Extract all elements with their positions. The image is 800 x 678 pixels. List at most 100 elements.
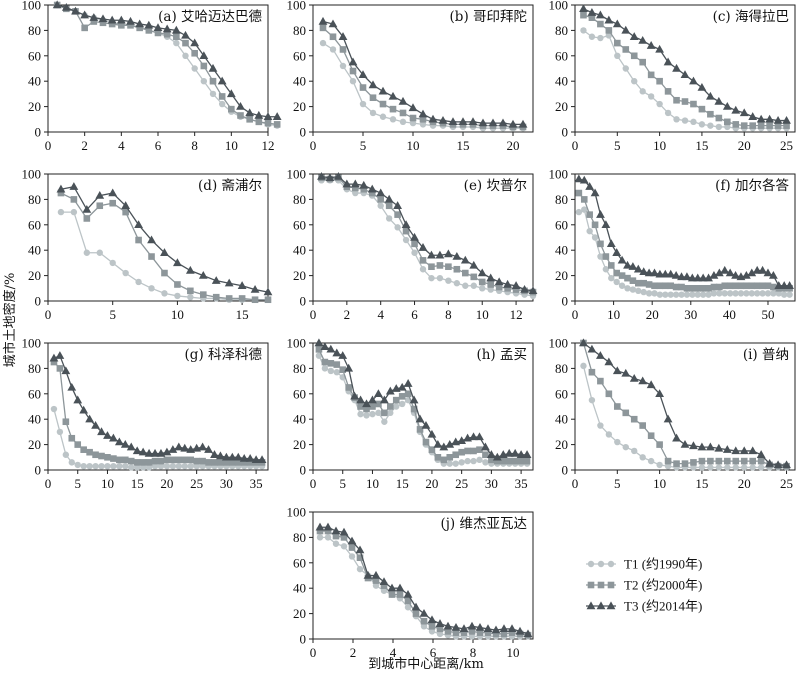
- data-point: [254, 110, 264, 119]
- data-point: [630, 415, 638, 423]
- panel-title: (e) 坎普尔: [464, 178, 527, 194]
- data-point: [645, 290, 653, 297]
- data-point: [229, 459, 236, 466]
- data-point: [782, 460, 791, 469]
- x-tick-label: 2: [81, 138, 88, 153]
- data-point: [681, 98, 689, 105]
- data-point: [319, 39, 327, 47]
- y-tick-label: 60: [293, 217, 306, 232]
- data-point: [109, 433, 118, 442]
- data-point: [127, 457, 135, 465]
- x-tick-label: 10: [607, 307, 620, 322]
- data-point: [462, 269, 469, 277]
- x-tick-label: 10: [507, 645, 520, 660]
- data-point: [135, 19, 145, 28]
- data-point: [699, 291, 707, 298]
- data-point: [187, 293, 194, 301]
- y-tick-label: 60: [293, 555, 306, 570]
- data-point: [714, 443, 724, 452]
- x-tick-label: 10: [366, 476, 379, 491]
- x-tick-label: 0: [572, 476, 579, 491]
- data-point: [633, 264, 643, 273]
- data-point: [121, 201, 131, 209]
- data-point: [85, 414, 95, 423]
- data-point: [782, 115, 791, 124]
- data-point: [55, 351, 65, 359]
- data-point: [613, 269, 620, 277]
- plot-frame: [574, 173, 796, 302]
- data-point: [144, 20, 154, 29]
- data-point: [360, 185, 368, 193]
- data-point: [272, 112, 282, 120]
- data-point: [401, 220, 411, 228]
- data-point: [436, 262, 444, 269]
- data-point: [737, 282, 745, 290]
- data-point: [602, 266, 610, 273]
- data-point: [763, 268, 773, 277]
- data-point: [225, 295, 233, 302]
- data-point: [90, 18, 98, 25]
- data-point: [181, 462, 188, 470]
- x-tick-label: 25: [780, 476, 793, 491]
- data-point: [154, 29, 162, 37]
- y-tick-label: 100: [549, 336, 569, 351]
- y-tick-label: 80: [28, 23, 41, 38]
- data-point: [724, 123, 731, 131]
- data-point: [151, 457, 159, 465]
- data-point: [757, 464, 765, 471]
- x-tick-label: 2: [350, 645, 357, 660]
- data-point: [646, 41, 656, 49]
- data-point: [705, 442, 715, 451]
- data-point: [732, 121, 740, 128]
- data-point: [132, 446, 142, 455]
- data-point: [618, 272, 626, 279]
- x-tick-label: 10: [101, 476, 114, 491]
- data-point: [580, 27, 587, 34]
- data-point: [376, 188, 386, 197]
- data-point: [162, 447, 172, 456]
- data-point: [428, 114, 438, 123]
- data-point: [127, 22, 134, 29]
- data-point: [756, 450, 766, 458]
- data-point: [682, 272, 692, 281]
- data-point: [737, 290, 745, 297]
- data-point: [476, 629, 484, 636]
- data-point: [655, 389, 665, 397]
- data-point: [574, 174, 584, 183]
- data-point: [631, 447, 638, 455]
- data-point: [91, 420, 100, 429]
- data-point: [224, 278, 234, 287]
- x-tick-label: 10: [653, 476, 666, 491]
- y-tick-label: 100: [22, 336, 42, 351]
- data-point: [622, 65, 629, 72]
- x-tick-label: 0: [310, 138, 317, 153]
- data-point: [575, 208, 583, 216]
- y-tick-label: 0: [300, 294, 307, 309]
- data-point: [680, 440, 690, 448]
- data-point: [601, 220, 611, 228]
- data-point: [689, 291, 696, 298]
- data-point: [743, 290, 750, 297]
- data-point: [486, 450, 496, 458]
- y-tick-label: 20: [28, 268, 41, 283]
- x-tick-label: 12: [510, 307, 523, 322]
- data-point: [135, 278, 142, 286]
- data-point: [773, 460, 783, 469]
- y-tick-label: 60: [28, 217, 41, 232]
- series-line: [60, 192, 268, 301]
- data-point: [161, 269, 168, 277]
- data-point: [355, 545, 365, 554]
- data-point: [488, 118, 498, 127]
- data-point: [151, 462, 159, 470]
- data-point: [338, 32, 348, 40]
- data-point: [624, 274, 631, 282]
- data-point: [371, 570, 381, 579]
- data-point: [122, 269, 129, 277]
- data-point: [458, 459, 465, 466]
- data-point: [647, 71, 655, 79]
- data-point: [503, 279, 513, 288]
- data-point: [387, 583, 397, 592]
- data-point: [765, 459, 775, 467]
- data-point: [523, 629, 533, 638]
- data-point: [445, 263, 452, 271]
